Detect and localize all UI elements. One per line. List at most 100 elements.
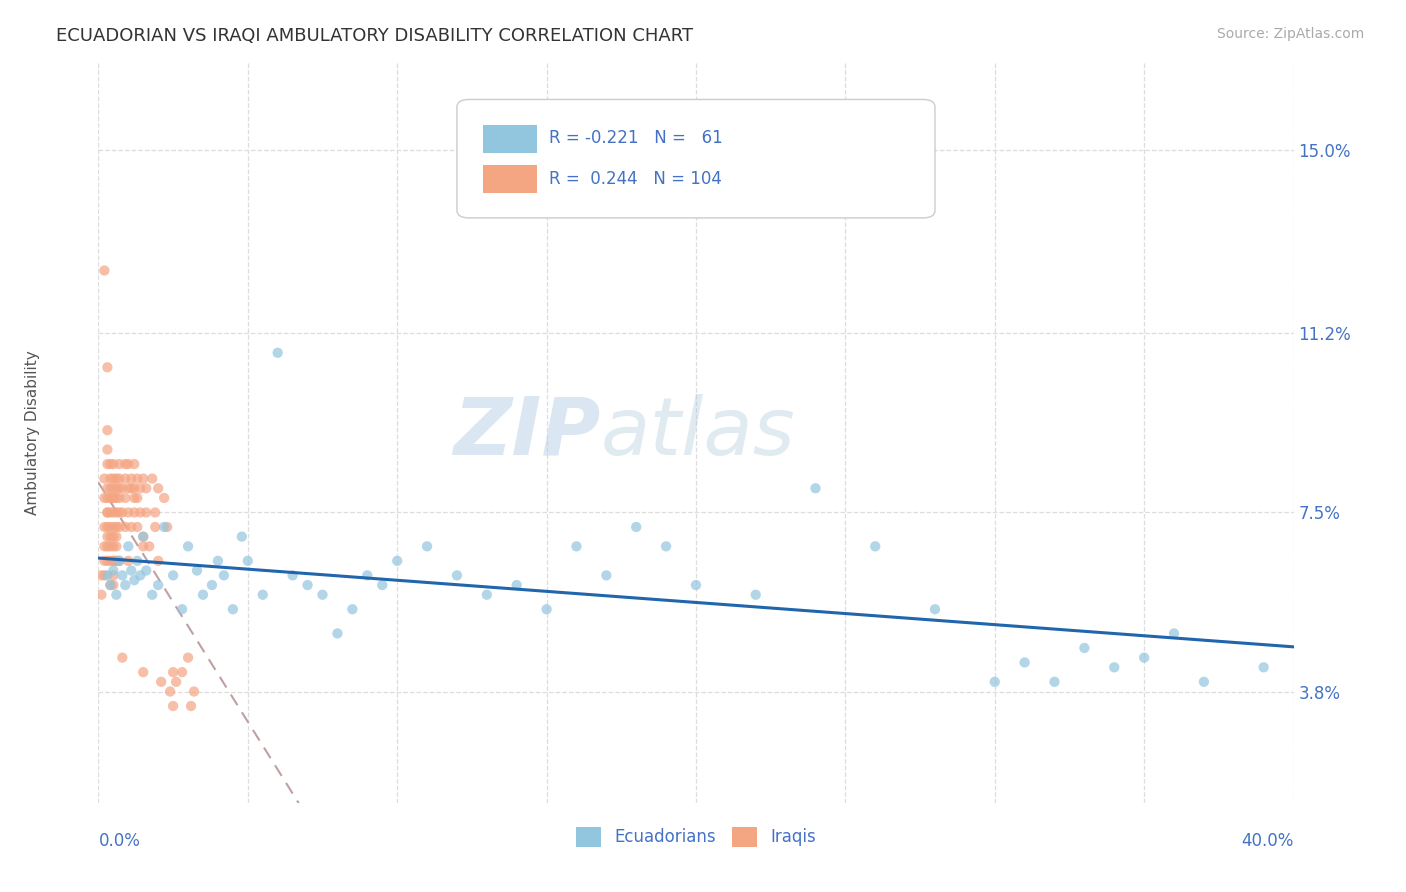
Point (153, 491, 176, 505)
Point (111, 568, 134, 582)
Point (135, 506, 157, 520)
Point (108, 506, 131, 520)
Point (93, 491, 115, 505)
Point (98, 481, 122, 495)
Text: Ambulatory Disability: Ambulatory Disability (25, 351, 41, 515)
Point (90, 588, 112, 602)
Point (117, 481, 139, 495)
Point (129, 568, 152, 582)
Point (96, 360, 118, 375)
Point (105, 539, 128, 553)
Point (1043, 674, 1066, 689)
Point (231, 530, 253, 544)
Point (371, 578, 394, 592)
Point (114, 472, 136, 486)
Point (446, 568, 468, 582)
Point (98, 520, 122, 534)
Point (98, 578, 122, 592)
Point (103, 457, 125, 471)
Point (114, 457, 136, 471)
Point (595, 568, 617, 582)
Point (135, 564, 157, 578)
Point (114, 578, 136, 592)
Point (865, 539, 887, 553)
Point (924, 602, 946, 616)
Point (96, 554, 118, 568)
Point (127, 491, 149, 505)
Point (108, 457, 131, 471)
Point (103, 472, 125, 486)
Point (186, 564, 208, 578)
Point (103, 481, 125, 495)
Point (143, 520, 166, 534)
Point (212, 568, 235, 582)
Point (127, 472, 149, 486)
Point (132, 539, 155, 553)
Point (177, 539, 200, 553)
Text: ECUADORIAN VS IRAQI AMBULATORY DISABILITY CORRELATION CHART: ECUADORIAN VS IRAQI AMBULATORY DISABILIT… (56, 27, 693, 45)
Point (183, 684, 205, 698)
Point (120, 520, 142, 534)
Point (96, 506, 118, 520)
Point (132, 665, 155, 680)
Point (103, 554, 125, 568)
Point (103, 491, 125, 505)
Point (141, 472, 163, 486)
Text: 0.0%: 0.0% (98, 832, 141, 850)
Point (1253, 660, 1275, 674)
Point (385, 554, 409, 568)
Point (117, 506, 139, 520)
Point (177, 650, 200, 665)
Point (150, 674, 173, 689)
FancyBboxPatch shape (484, 125, 537, 153)
Point (1133, 650, 1156, 665)
Point (1073, 640, 1095, 655)
Point (165, 674, 187, 689)
Point (96, 423, 118, 437)
Point (297, 578, 319, 592)
Point (127, 554, 149, 568)
Point (201, 578, 224, 592)
Point (148, 578, 170, 592)
Point (148, 554, 170, 568)
Text: ZIP: ZIP (453, 393, 600, 472)
Text: R =  0.244   N = 104: R = 0.244 N = 104 (548, 169, 721, 187)
Legend: Ecuadorians, Iraqis: Ecuadorians, Iraqis (569, 820, 823, 854)
Point (252, 588, 274, 602)
Point (1192, 674, 1215, 689)
Point (191, 588, 214, 602)
Point (111, 650, 134, 665)
Point (655, 539, 678, 553)
Point (114, 491, 136, 505)
Point (98, 506, 122, 520)
Point (103, 539, 125, 553)
Point (108, 472, 131, 486)
Point (103, 554, 125, 568)
Point (153, 520, 176, 534)
Point (96, 530, 118, 544)
FancyBboxPatch shape (457, 99, 935, 218)
Point (311, 588, 333, 602)
Point (105, 491, 128, 505)
Point (1104, 660, 1126, 674)
Point (93, 472, 115, 486)
Point (98, 457, 122, 471)
Point (103, 506, 125, 520)
Point (356, 568, 378, 582)
Point (159, 684, 181, 698)
Point (162, 699, 184, 714)
Point (281, 568, 304, 582)
Point (98, 472, 122, 486)
Point (105, 506, 128, 520)
Point (103, 564, 125, 578)
Point (111, 481, 134, 495)
Point (105, 588, 128, 602)
Text: R = -0.221   N =   61: R = -0.221 N = 61 (548, 129, 723, 147)
Point (236, 554, 259, 568)
Point (132, 530, 155, 544)
Point (143, 506, 166, 520)
Point (103, 568, 125, 582)
Point (1014, 656, 1036, 670)
Point (162, 665, 184, 680)
Point (475, 588, 498, 602)
